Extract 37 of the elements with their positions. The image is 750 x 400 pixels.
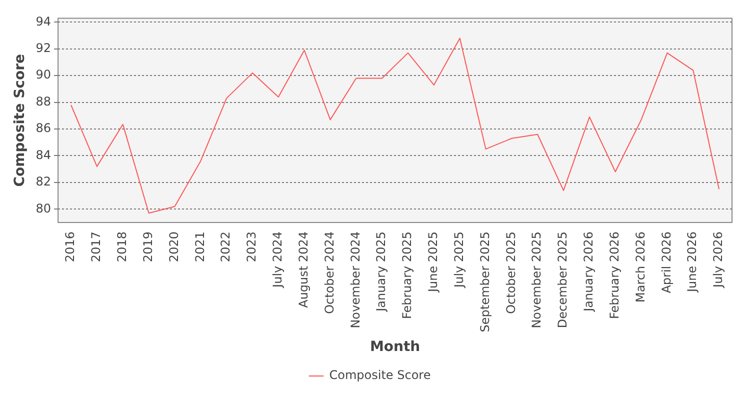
y-tick-label: 82 [36,174,52,189]
y-tick-label: 86 [36,121,52,136]
x-tick-label: January 2025 [374,232,388,312]
x-tick-label: January 2026 [582,232,596,312]
y-tick-label: 90 [36,68,52,82]
x-tick-label: November 2025 [530,232,544,328]
x-tick-label: August 2024 [296,232,310,308]
y-tick-label: 94 [36,14,52,28]
x-tick-label: 2017 [89,232,104,262]
legend-label: Composite Score [329,368,431,382]
y-tick-label: 92 [36,41,52,56]
y-tick-label: 84 [36,148,52,162]
x-axis-title: Month [370,339,420,356]
x-tick-label: October 2025 [504,232,518,314]
x-tick-label: 2019 [140,232,155,262]
x-tick-label: July 2025 [452,232,466,288]
x-tick-label: July 2026 [711,232,726,288]
x-tick-label: 2020 [166,232,181,262]
x-tick-label: February 2025 [400,232,414,320]
x-tick-label: 2016 [63,232,78,262]
x-tick-label: 2022 [218,232,233,262]
x-tick-label: November 2024 [348,232,362,328]
x-tick-label: October 2024 [322,232,336,314]
x-tick-label: July 2024 [270,232,285,288]
x-tick-label: April 2026 [659,232,674,294]
x-tick-label: 2021 [192,232,207,262]
y-axis-title: Composite Score [12,54,28,187]
x-tick-label: September 2025 [478,232,492,332]
x-tick-label: June 2025 [426,232,440,294]
x-tick-label: March 2026 [633,232,648,302]
x-tick-label: December 2025 [556,232,570,328]
y-tick-label: 88 [36,94,52,108]
y-tick-label: 80 [36,201,52,216]
x-tick-label: 2023 [244,232,259,262]
x-tick-label: February 2026 [607,232,622,320]
x-tick-label: June 2026 [685,232,700,294]
x-tick-label: 2018 [114,232,129,262]
